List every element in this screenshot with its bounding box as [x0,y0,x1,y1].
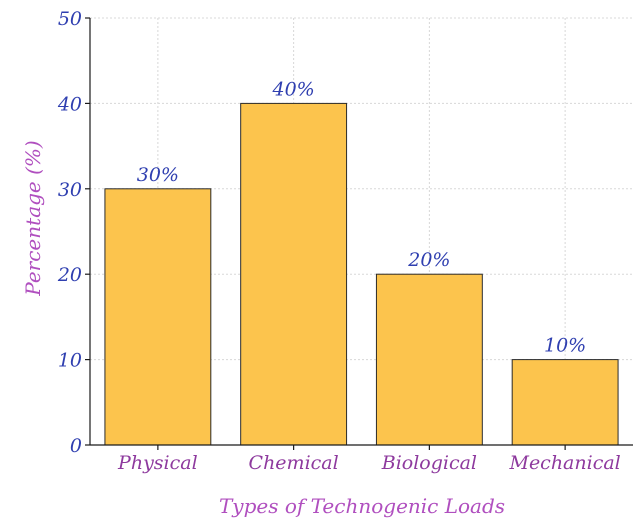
bar-chemical [240,102,348,446]
y-axis-title: Percentage (%) [21,140,45,296]
y-tick-label: 40 [57,93,82,115]
y-tick-label: 10 [58,350,82,372]
data-label-biological: 20% [407,249,450,271]
y-tick-label: 0 [70,435,82,457]
bar-physical [104,188,212,446]
bar-mechanical [511,359,619,446]
x-tick-label-physical: Physical [117,452,198,474]
y-tick-label: 30 [58,179,82,201]
y-tick-label: 50 [58,8,82,30]
x-tick-label-mechanical: Mechanical [508,452,620,474]
bar-biological [375,273,483,446]
data-label-physical: 30% [137,164,179,186]
data-label-mechanical: 10% [544,335,586,357]
data-label-chemical: 40% [272,78,315,100]
x-axis-title: Types of Technogenic Loads [219,494,505,518]
bar-layer [104,102,619,446]
y-tick-label: 20 [57,264,82,286]
x-tick-label-chemical: Chemical [249,452,339,474]
x-tick-label-biological: Biological [381,452,477,474]
axis-layer [85,17,633,450]
label-layer: 0 10 20 30 40 50 30% Physical 40% Chemical 20% Biol… [57,8,621,474]
